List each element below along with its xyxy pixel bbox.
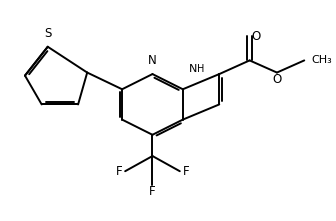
Text: N: N [148,54,157,67]
Text: F: F [116,165,122,178]
Text: O: O [252,30,261,43]
Text: F: F [149,185,156,198]
Text: CH₃: CH₃ [312,55,333,65]
Text: O: O [272,73,282,86]
Text: H: H [197,64,205,74]
Text: F: F [182,165,189,178]
Text: S: S [44,27,51,40]
Text: N: N [189,64,197,74]
